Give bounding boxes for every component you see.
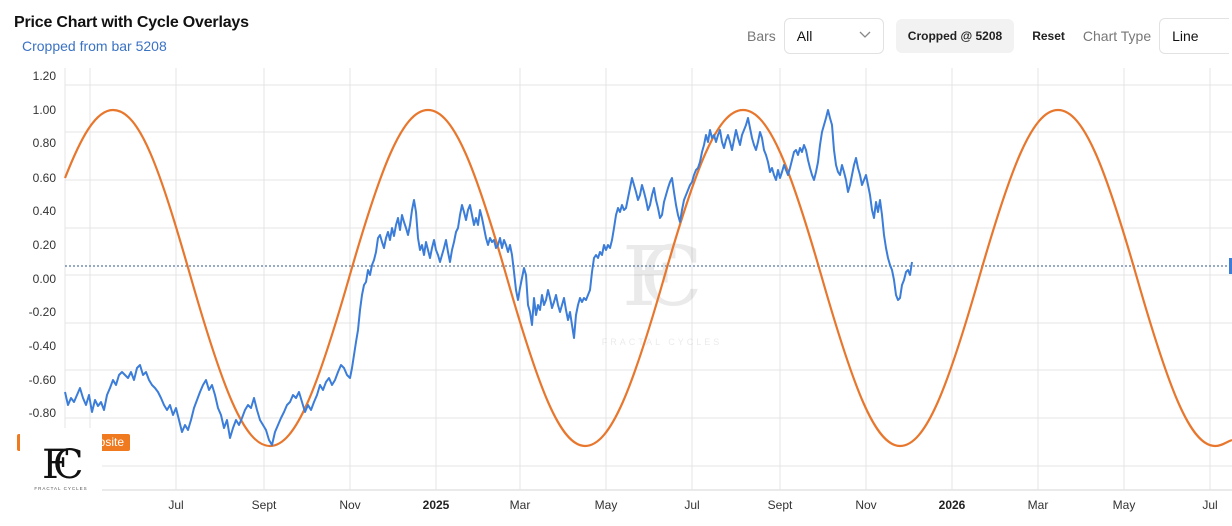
x-tick: Sept	[768, 498, 793, 512]
y-tick: 1.20	[33, 69, 57, 83]
legend-swatch[interactable]	[17, 434, 22, 451]
x-tick: May	[1113, 498, 1136, 512]
bars-select-value: All	[796, 28, 813, 44]
chart-type-select[interactable]: Line	[1159, 18, 1230, 54]
current-price-marker	[1229, 258, 1232, 274]
composite-cycle-line	[63, 108, 1232, 448]
x-tick: Jul	[168, 498, 183, 512]
svg-text:C: C	[640, 230, 703, 325]
x-tick: Jul	[684, 498, 699, 512]
logo-f-glyph: F	[42, 442, 70, 488]
x-tick: Sept	[252, 498, 277, 512]
x-tick: Nov	[339, 498, 360, 512]
fractal-cycles-logo: F C FRACTAL CYCLES	[20, 428, 102, 494]
cropped-button[interactable]: Cropped @ 5208	[895, 19, 1015, 53]
y-tick: -0.20	[29, 305, 57, 319]
y-tick: 1.00	[33, 103, 57, 117]
x-tick: May	[595, 498, 618, 512]
y-tick: 0.60	[33, 171, 57, 185]
reset-button[interactable]: Reset	[1032, 29, 1065, 43]
fractal-cycles-watermark: F C FRACTAL CYCLES	[602, 230, 723, 347]
x-tick: Mar	[1028, 498, 1049, 512]
x-tick: Mar	[510, 498, 531, 512]
bars-select[interactable]: All	[783, 18, 884, 54]
chart-subtitle: Cropped from bar 5208	[22, 38, 167, 54]
chart-controls: Bars All Cropped @ 5208 Reset Chart Type…	[747, 18, 1230, 54]
logo-brand-text: FRACTAL CYCLES	[34, 486, 87, 491]
y-tick: -0.60	[29, 373, 57, 387]
chart-title: Price Chart with Cycle Overlays	[14, 14, 249, 31]
x-tick: Jul	[1202, 498, 1217, 512]
chart-type-select-value: Line	[1172, 28, 1199, 44]
svg-text:FRACTAL CYCLES: FRACTAL CYCLES	[602, 337, 723, 347]
y-tick: 0.00	[33, 272, 57, 286]
x-tick: 2025	[423, 498, 450, 512]
price-line	[64, 109, 913, 446]
y-tick: 0.40	[33, 204, 57, 218]
x-tick: 2026	[939, 498, 966, 512]
chart-type-label: Chart Type	[1082, 28, 1152, 44]
y-tick: -0.40	[29, 339, 57, 353]
x-axis: Jul Sept Nov 2025 Mar May Jul Sept Nov 2…	[168, 498, 1217, 512]
y-axis: 1.20 1.00 0.80 0.60 0.40 0.20 0.00 -0.20…	[29, 69, 57, 420]
y-tick: -0.80	[29, 406, 57, 420]
x-tick: Nov	[855, 498, 876, 512]
y-tick: 0.20	[33, 238, 57, 252]
logo-c-glyph: C	[53, 442, 84, 488]
svg-text:F: F	[622, 230, 679, 325]
grid	[64, 68, 1232, 491]
bars-label: Bars	[747, 28, 776, 44]
chevron-down-icon	[859, 30, 871, 42]
y-tick: 0.80	[33, 136, 57, 150]
